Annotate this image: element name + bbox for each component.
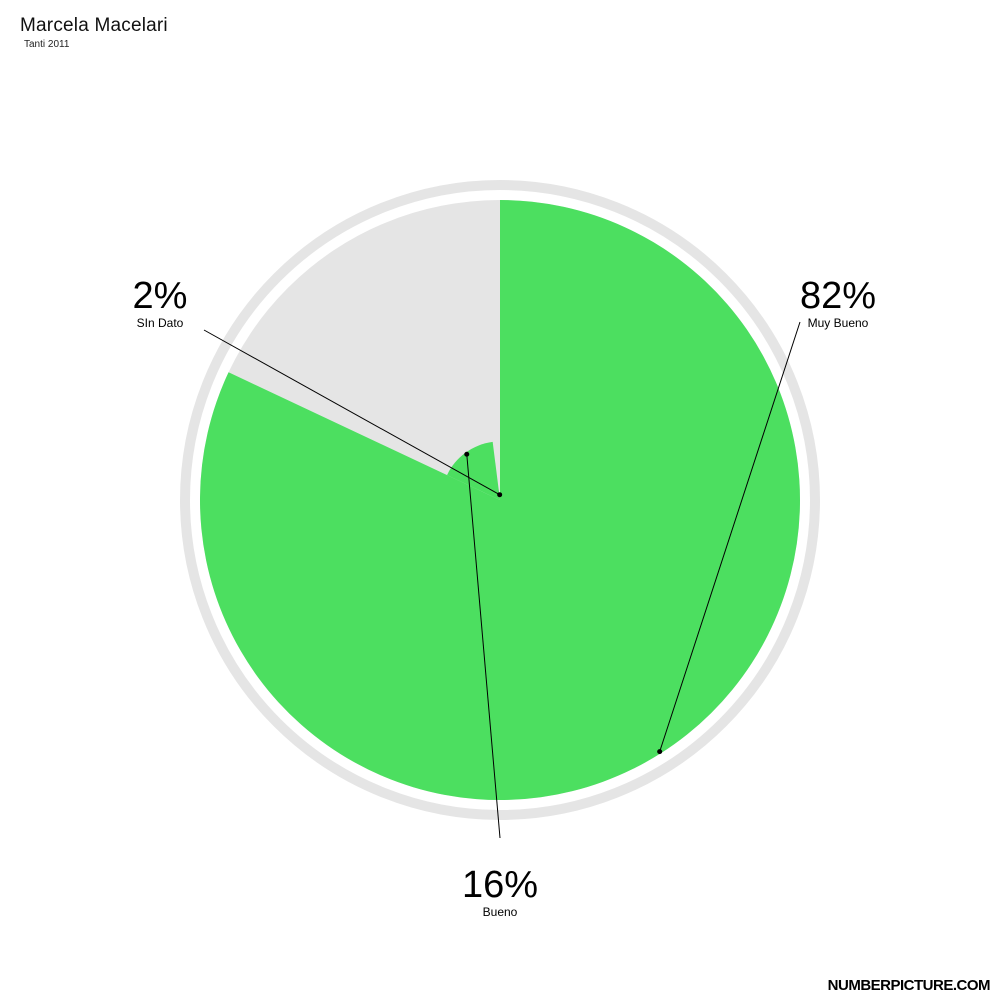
labels-layer: 82%Muy Bueno 16%Bueno 2%SIn Dato: [133, 275, 876, 919]
leader-line-muy-bueno: [659, 321, 801, 752]
category-label-sin-dato: SIn Dato: [137, 316, 184, 330]
leader-dot-sin-dato: [497, 492, 503, 498]
slice-bueno: [447, 441, 500, 500]
leader-dot-muy-bueno: [657, 749, 663, 755]
leader-dot-bueno: [464, 451, 470, 457]
leader-line-sin-dato: [203, 329, 500, 496]
chart-subtitle: Tanti 2011: [24, 39, 70, 50]
category-label-muy-bueno: Muy Bueno: [808, 316, 869, 330]
leaders-layer: [203, 321, 801, 839]
leader-line-bueno: [466, 454, 501, 839]
value-label-muy-bueno: 82%: [800, 275, 876, 317]
value-label-bueno: 16%: [462, 864, 538, 906]
chart-title: Marcela Macelari: [20, 15, 168, 36]
value-label-sin-dato: 2%: [133, 275, 188, 317]
slice-muy-bueno: [200, 200, 801, 801]
outer-ring: [180, 180, 820, 820]
category-label-bueno: Bueno: [483, 905, 518, 919]
brand-watermark: NUMBERPICTURE.COM: [827, 977, 991, 994]
